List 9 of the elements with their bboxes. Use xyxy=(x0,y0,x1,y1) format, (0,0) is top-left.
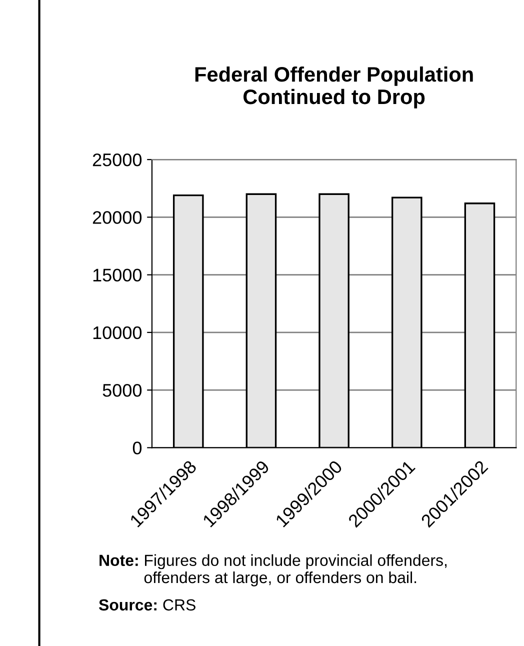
y-tick-label: 0 xyxy=(132,442,142,454)
y-tick-label: 20000 xyxy=(92,211,142,224)
text: Note: Figures do not include provincial offenders, offenders at large, or offenders on bail. xyxy=(100,554,447,586)
chart-title: Federal Offender Population Continued to Drop xyxy=(195,66,473,108)
y-tick-label: 15000 xyxy=(93,268,142,282)
y-tick-label: 10000 xyxy=(93,326,142,340)
source-note: Source: CRS xyxy=(98,599,196,611)
y-tick-label: 5000 xyxy=(102,384,142,397)
y-tick-label: 25000 xyxy=(92,153,142,166)
